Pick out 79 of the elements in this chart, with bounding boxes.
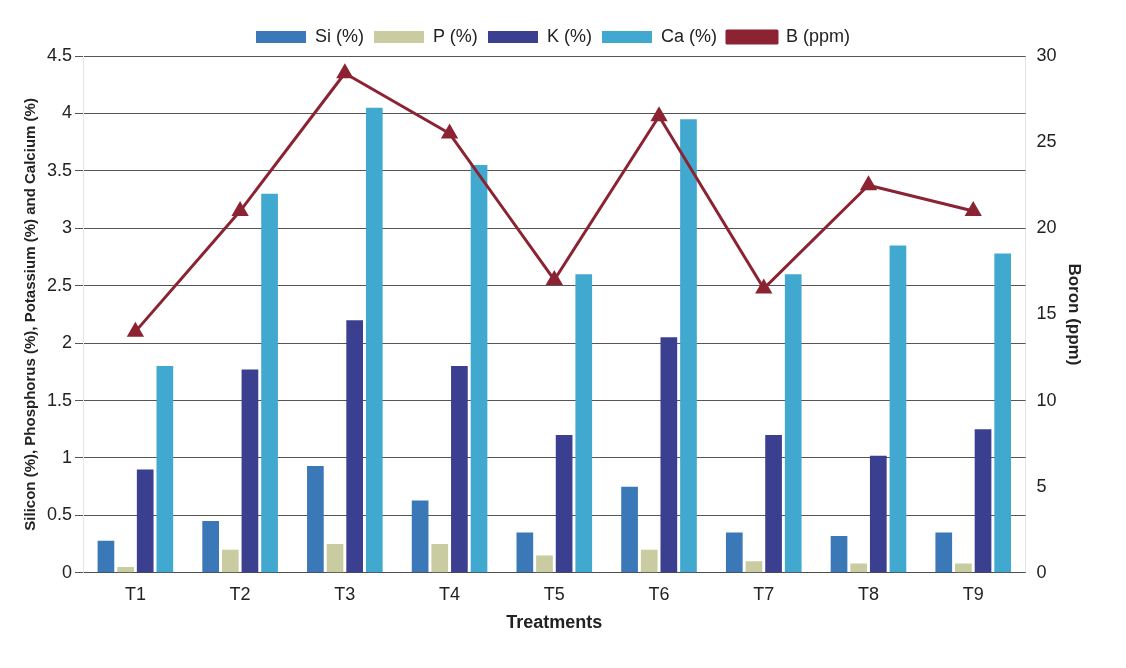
bar [955,563,972,573]
bar [117,567,134,573]
bar [516,532,534,573]
x-tick-label: T6 [648,583,670,604]
y2-tick-label: 10 [1036,389,1057,410]
point [965,202,981,217]
y2-axis-title: Boron (ppm) [1065,263,1085,366]
point [442,125,458,139]
bar [156,366,174,573]
x-tick-label: T1 [124,583,146,604]
x-axis-title: Treatments [506,612,603,633]
bar [326,544,344,573]
y-tick-label: 2 [62,332,73,353]
bar [307,466,324,573]
point [651,107,667,122]
bar [365,107,383,573]
legend-label: Ca (%) [660,25,718,46]
bar [869,455,887,573]
point [127,323,143,337]
bar [830,536,848,573]
y-tick-label: 3 [62,217,73,238]
y-axis-title: Silicon (%), Phosphorus (%), Potassium (%) and Calcium (%) [21,98,39,531]
x-tick-label: T9 [962,583,984,604]
legend-label: P (%) [432,25,478,46]
bar [241,369,259,573]
y2-tick-label: 15 [1036,303,1057,324]
y-tick-label: 1 [62,446,73,467]
y-tick-label: 0 [62,561,73,582]
bar [97,540,115,573]
y-tick-label: 4.5 [46,44,73,65]
bar [261,193,278,573]
y2-tick-label: 25 [1036,131,1057,152]
bar [411,500,429,573]
x-tick-label: T2 [229,583,251,604]
bar [640,549,658,573]
x-tick-label: T3 [334,583,356,604]
bar [536,555,553,573]
y-tick-label: 3.5 [46,159,73,180]
bar [745,561,763,573]
bar [765,434,782,573]
y2-tick-label: 0 [1036,561,1047,582]
bar [470,165,488,573]
y-tick-label: 1.5 [46,389,73,410]
bar [784,274,802,573]
bar [974,429,992,573]
x-tick-label: T5 [543,583,565,604]
legend-label: K (%) [546,25,592,46]
bar [555,434,573,573]
bar [725,532,743,573]
bar [850,563,868,573]
bar [451,366,468,573]
point [337,64,353,79]
legend-label: Si (%) [314,25,364,46]
bar [221,549,239,573]
bar [994,253,1012,573]
y-tick-label: 0.5 [46,504,73,525]
bar [660,337,678,573]
x-tick-label: T7 [753,583,775,604]
bar [889,245,907,573]
bar [136,469,154,573]
x-tick-label: T8 [857,583,879,604]
bar [935,532,953,573]
y-tick-label: 4 [62,102,73,123]
point [756,280,772,294]
bar [202,521,220,573]
x-tick-label: T4 [439,583,461,604]
bar [346,320,364,573]
point [232,202,248,217]
y-tick-label: 2.5 [46,274,73,295]
bar [621,486,638,573]
bar [575,274,593,573]
y2-tick-label: 30 [1036,44,1057,65]
y2-tick-label: 20 [1036,217,1057,238]
point [546,271,562,285]
legend-label: B (ppm) [786,25,851,46]
y2-tick-label: 5 [1036,475,1047,496]
bar [431,544,449,573]
point [860,176,877,191]
bar [680,119,697,573]
